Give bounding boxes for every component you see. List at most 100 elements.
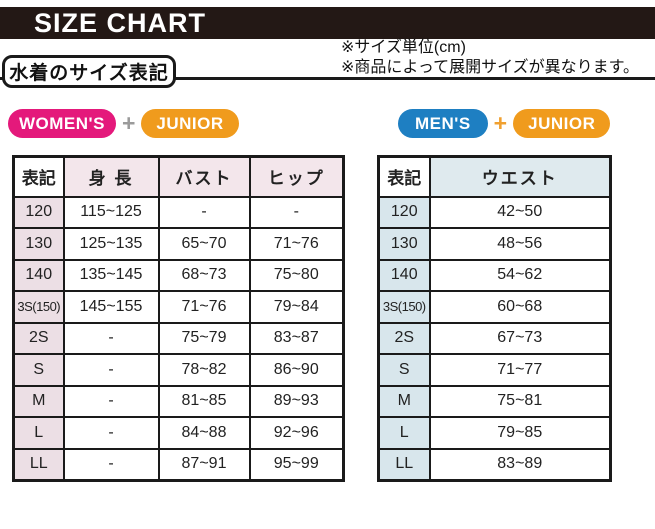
size-value-cell: 71~76 xyxy=(157,290,251,324)
size-value-cell: 83~87 xyxy=(248,321,345,355)
size-value-cell: 75~80 xyxy=(248,258,345,292)
table-row: 3S(150) 60~68 xyxy=(377,290,612,324)
corner-header: 表記 xyxy=(377,155,431,198)
table-row: LL -87~91 95~99 xyxy=(12,447,345,481)
table-row: 2S -75~79 83~87 xyxy=(12,321,345,355)
size-value-cell: 115~125 xyxy=(62,195,160,229)
size-value-cell: - xyxy=(62,321,160,355)
header-row: 表記 ウエスト xyxy=(377,155,612,198)
size-value-cell: - xyxy=(248,195,345,229)
size-value-cell: 83~89 xyxy=(428,447,612,481)
size-value-cell: 60~68 xyxy=(428,290,612,324)
section-label-swimwear-sizes: 水着のサイズ表記 xyxy=(2,55,176,88)
size-label-cell: LL xyxy=(377,447,431,481)
size-value-cell: 75~81 xyxy=(428,384,612,418)
mens-badge-group: MEN'S + JUNIOR xyxy=(398,109,611,138)
mens-size-table-wrap: 表記 ウエスト 120 42~50 130 48~56 140 54~62 3S(150) 60… xyxy=(377,155,612,482)
size-label-cell: 3S(150) xyxy=(12,290,65,324)
table-row: 2S 67~73 xyxy=(377,321,612,355)
column-header: ウエスト xyxy=(428,155,612,198)
size-label-cell: 140 xyxy=(12,258,65,292)
junior-badge: JUNIOR xyxy=(141,109,239,138)
table-row: 3S(150) 145~155 71~76 79~84 xyxy=(12,290,345,324)
size-value-cell: - xyxy=(157,195,251,229)
header-row: 表記身 長バスト ヒップ xyxy=(12,155,345,198)
table-row: LL 83~89 xyxy=(377,447,612,481)
size-value-cell: 65~70 xyxy=(157,227,251,261)
size-label-cell: M xyxy=(377,384,431,418)
notes: ※サイズ単位(cm) ※商品によって展開サイズが異なります。 xyxy=(341,38,639,78)
plus-sign: + xyxy=(121,110,136,136)
size-value-cell: 79~84 xyxy=(248,290,345,324)
size-label-cell: L xyxy=(377,416,431,450)
size-value-cell: - xyxy=(62,384,160,418)
size-label-cell: 3S(150) xyxy=(377,290,431,324)
size-value-cell: 145~155 xyxy=(62,290,160,324)
size-label-cell: M xyxy=(12,384,65,418)
plus-sign: + xyxy=(493,110,508,136)
table-row: L -84~88 92~96 xyxy=(12,416,345,450)
size-label-cell: LL xyxy=(12,447,65,481)
size-label-cell: S xyxy=(12,353,65,387)
table-row: M 75~81 xyxy=(377,384,612,418)
size-label-cell: 2S xyxy=(377,321,431,355)
size-value-cell: 54~62 xyxy=(428,258,612,292)
title-bar: SIZE CHART xyxy=(0,7,655,39)
table-row: 130 48~56 xyxy=(377,227,612,261)
size-value-cell: 79~85 xyxy=(428,416,612,450)
column-header: ヒップ xyxy=(248,155,345,198)
size-value-cell: 75~79 xyxy=(157,321,251,355)
size-value-cell: 68~73 xyxy=(157,258,251,292)
mens-badge: MEN'S xyxy=(398,109,488,138)
womens-size-table: 表記身 長バスト ヒップ 120 115~125- -130 125~135 65~70 7… xyxy=(12,155,345,482)
womens-badge: WOMEN'S xyxy=(8,109,116,138)
table-row: 130 125~135 65~70 71~76 xyxy=(12,227,345,261)
table-row: L 79~85 xyxy=(377,416,612,450)
size-value-cell: 135~145 xyxy=(62,258,160,292)
divider-rule xyxy=(0,77,655,80)
column-header: バスト xyxy=(157,155,251,198)
size-value-cell: 89~93 xyxy=(248,384,345,418)
size-label-cell: S xyxy=(377,353,431,387)
note-unit: ※サイズ単位(cm) xyxy=(341,39,466,56)
note-size-availability: ※商品によって展開サイズが異なります。 xyxy=(341,59,640,76)
size-value-cell: 42~50 xyxy=(428,195,612,229)
size-value-cell: 78~82 xyxy=(157,353,251,387)
size-value-cell: 48~56 xyxy=(428,227,612,261)
womens-badge-group: WOMEN'S + JUNIOR xyxy=(8,109,239,138)
size-value-cell: - xyxy=(62,447,160,481)
junior-badge: JUNIOR xyxy=(513,109,611,138)
size-label-cell: 130 xyxy=(377,227,431,261)
size-value-cell: 86~90 xyxy=(248,353,345,387)
table-row: 140 135~145 68~73 75~80 xyxy=(12,258,345,292)
womens-size-table-wrap: 表記身 長バスト ヒップ 120 115~125- -130 125~135 65~70 7… xyxy=(12,155,345,482)
size-value-cell: 87~91 xyxy=(157,447,251,481)
table-row: 140 54~62 xyxy=(377,258,612,292)
table-row: M -81~85 89~93 xyxy=(12,384,345,418)
column-header: 身 長 xyxy=(62,155,160,198)
size-value-cell: 95~99 xyxy=(248,447,345,481)
size-value-cell: - xyxy=(62,416,160,450)
size-value-cell: - xyxy=(62,353,160,387)
size-value-cell: 92~96 xyxy=(248,416,345,450)
size-label-cell: 2S xyxy=(12,321,65,355)
size-label-cell: 140 xyxy=(377,258,431,292)
size-value-cell: 71~77 xyxy=(428,353,612,387)
table-row: 120 42~50 xyxy=(377,195,612,229)
size-value-cell: 71~76 xyxy=(248,227,345,261)
size-label-cell: 130 xyxy=(12,227,65,261)
table-row: 120 115~125- - xyxy=(12,195,345,229)
size-label-cell: L xyxy=(12,416,65,450)
size-value-cell: 67~73 xyxy=(428,321,612,355)
table-row: S 71~77 xyxy=(377,353,612,387)
table-row: S -78~82 86~90 xyxy=(12,353,345,387)
size-value-cell: 81~85 xyxy=(157,384,251,418)
page-title: SIZE CHART xyxy=(34,7,206,38)
size-value-cell: 84~88 xyxy=(157,416,251,450)
mens-size-table: 表記 ウエスト 120 42~50 130 48~56 140 54~62 3S(150) 60… xyxy=(377,155,612,482)
corner-header: 表記 xyxy=(12,155,65,198)
size-value-cell: 125~135 xyxy=(62,227,160,261)
size-label-cell: 120 xyxy=(12,195,65,229)
size-label-cell: 120 xyxy=(377,195,431,229)
